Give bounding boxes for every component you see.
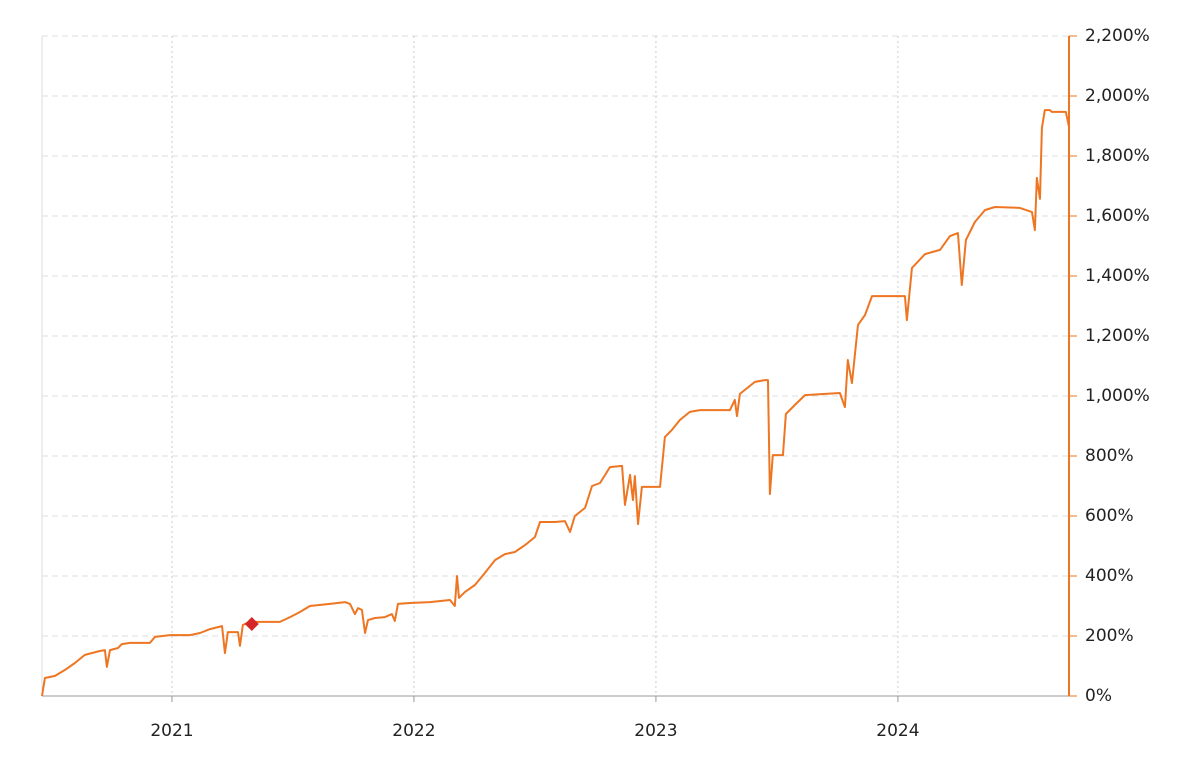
y-tick-label: 0% [1085, 686, 1112, 706]
y-tick-label: 600% [1085, 506, 1134, 526]
y-tick-label: 1,000% [1085, 386, 1150, 406]
y-tick-label: 1,200% [1085, 326, 1150, 346]
data-line [41, 109, 1070, 697]
y-tick-label: 200% [1085, 626, 1134, 646]
y-tick-label: 2,200% [1085, 26, 1150, 46]
highlight-marker [244, 617, 259, 631]
x-tick-label: 2021 [150, 721, 193, 741]
x-tick-label: 2022 [392, 721, 435, 741]
y-tick-label: 1,600% [1085, 206, 1150, 226]
x-tick-label: 2024 [876, 721, 919, 741]
y-tick-label: 400% [1085, 566, 1134, 586]
y-tick-label: 1,800% [1085, 146, 1150, 166]
y-tick-label: 2,000% [1085, 86, 1150, 106]
y-tick-label: 800% [1085, 446, 1134, 466]
y-tick-label: 1,400% [1085, 266, 1150, 286]
x-tick-label: 2023 [634, 721, 677, 741]
